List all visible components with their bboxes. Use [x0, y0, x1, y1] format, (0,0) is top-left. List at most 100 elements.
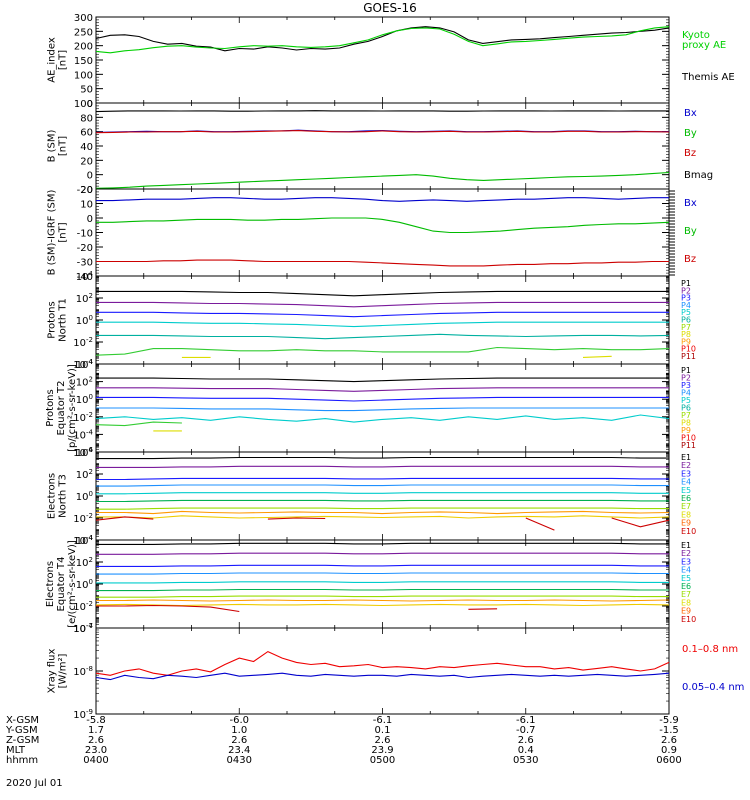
- y-axis-label: AE_index[nT]: [47, 37, 69, 83]
- series-line: [95, 672, 670, 681]
- legend-entry: P10: [681, 434, 696, 443]
- y-tick-label: 100: [76, 578, 93, 591]
- legend-entry: P1: [681, 366, 691, 375]
- y-tick-label: 102: [76, 556, 93, 569]
- x-tick-label: 23.0: [85, 745, 107, 756]
- y-tick-label: 50: [80, 85, 93, 96]
- y-tick-label: 150: [74, 56, 93, 67]
- legend-entry: P4: [681, 389, 691, 398]
- y-tick-label: 40: [80, 142, 93, 153]
- legend-entry: E1: [681, 453, 691, 462]
- y-tick-label: 10-7: [73, 622, 93, 635]
- y-tick-label: 80: [80, 113, 93, 124]
- legend-entry: P10: [681, 345, 696, 354]
- y-tick-label: 100: [74, 99, 93, 110]
- x-tick-label: 23.4: [228, 745, 250, 756]
- panel-bsm: -20 0 20 40 60 80 100 B (SM)[nT] Bx By Bz Bmag: [47, 99, 714, 196]
- y-tick-label: -20: [77, 243, 93, 254]
- y-tick-label: 60: [80, 128, 93, 139]
- series-line: [96, 552, 669, 555]
- legend-entry: P3: [681, 381, 691, 390]
- x-tick-label: 2.6: [661, 735, 677, 746]
- panel-frame: [95, 451, 670, 541]
- series-line: [96, 456, 669, 460]
- series-line: [96, 407, 669, 412]
- y-tick-label: 100: [76, 393, 93, 406]
- legend-entry: E10: [681, 615, 696, 624]
- y-tick-label: -10: [77, 229, 93, 240]
- legend-entry: E1: [681, 541, 691, 550]
- y-tick-label: 20: [80, 185, 93, 196]
- y-tick-label: 104: [76, 358, 94, 371]
- y-tick-label: 100: [76, 314, 93, 327]
- x-tick-label: 2.6: [88, 735, 104, 746]
- y-tick-label: 250: [74, 27, 93, 38]
- legend-entry: E3: [681, 469, 691, 478]
- y-axis-label: ProtonsEquator T2[p/(cm²-s-sr-keV)]: [45, 364, 78, 452]
- series-line: [96, 564, 669, 567]
- legend-entry: E4: [681, 566, 691, 575]
- y-tick-label: 10: [80, 200, 93, 211]
- legend-entry: Bx: [684, 108, 697, 119]
- y-axis-label: B (SM)[nT]: [47, 129, 69, 162]
- y-tick-label: 100: [74, 70, 93, 81]
- y-tick-label: -20: [77, 185, 93, 196]
- x-tick-label: 0.9: [661, 745, 677, 756]
- series-line: [95, 171, 670, 189]
- x-tick-label: 0.4: [518, 745, 534, 756]
- x-tick-label: 1.0: [231, 725, 247, 736]
- x-row-label: Y-GSM: [5, 725, 38, 736]
- panel-ae: 0 50 100 150 200 250 300 AE_index[nT] Kyotoproxy…: [47, 13, 735, 110]
- series-line: [95, 414, 670, 423]
- x-tick-label: 2.6: [375, 735, 391, 746]
- y-axis-label: B (SM)-IGRF (SM)[nT]: [47, 190, 69, 276]
- legend-entry: E5: [681, 486, 691, 495]
- series-line: [96, 588, 669, 592]
- y-tick-label: 100: [76, 490, 93, 503]
- y-axis-label: Xray flux[W/m²]: [47, 649, 69, 694]
- x-tick-label: 2.6: [518, 735, 534, 746]
- legend-entry: P6: [681, 316, 691, 325]
- legend-entry: P8: [681, 419, 691, 428]
- legend-entry: P6: [681, 404, 691, 413]
- legend-entry: Bz: [684, 148, 696, 159]
- y-tick-label: 102: [76, 292, 93, 305]
- y-tick-label: 104: [76, 534, 94, 547]
- x-tick-label: 0530: [513, 755, 538, 766]
- date-label: 2020 Jul 01: [6, 778, 63, 789]
- series-line: [96, 492, 669, 495]
- series-line: [96, 507, 669, 510]
- series-line: [96, 515, 670, 519]
- legend-entry: P9: [681, 426, 691, 435]
- panel-frame: [95, 16, 670, 104]
- legend-entry: P11: [681, 441, 696, 450]
- panels: 050100150200250300AE_index[nT]Kyotoproxy…: [45, 13, 744, 721]
- panel-frame: [95, 275, 670, 365]
- x-row-label: X-GSM: [6, 715, 39, 726]
- series-line: [96, 311, 669, 318]
- legend-entry: Bmag: [684, 170, 713, 181]
- series-line: [95, 516, 670, 531]
- x-tick-label: 0430: [227, 755, 252, 766]
- series-line: [96, 599, 670, 602]
- y-tick-label: 300: [74, 13, 93, 24]
- x-tick-label: -0.7: [516, 725, 536, 736]
- x-tick-label: -5.9: [659, 715, 679, 726]
- series-line: [95, 650, 670, 676]
- y-tick-label: -30: [77, 258, 93, 269]
- series-line: [182, 356, 669, 357]
- series-line: [96, 301, 669, 308]
- series-line: [96, 499, 669, 503]
- legend-entry: proxy AE: [682, 40, 726, 51]
- x-tick-label: -6.1: [516, 715, 536, 726]
- legend-entry: E2: [681, 549, 691, 558]
- x-tick-label: 0600: [656, 755, 681, 766]
- legend-entry: E8: [681, 598, 691, 607]
- y-tick-label: 102: [76, 468, 93, 481]
- legend-entry: E3: [681, 557, 691, 566]
- series-line: [95, 421, 182, 427]
